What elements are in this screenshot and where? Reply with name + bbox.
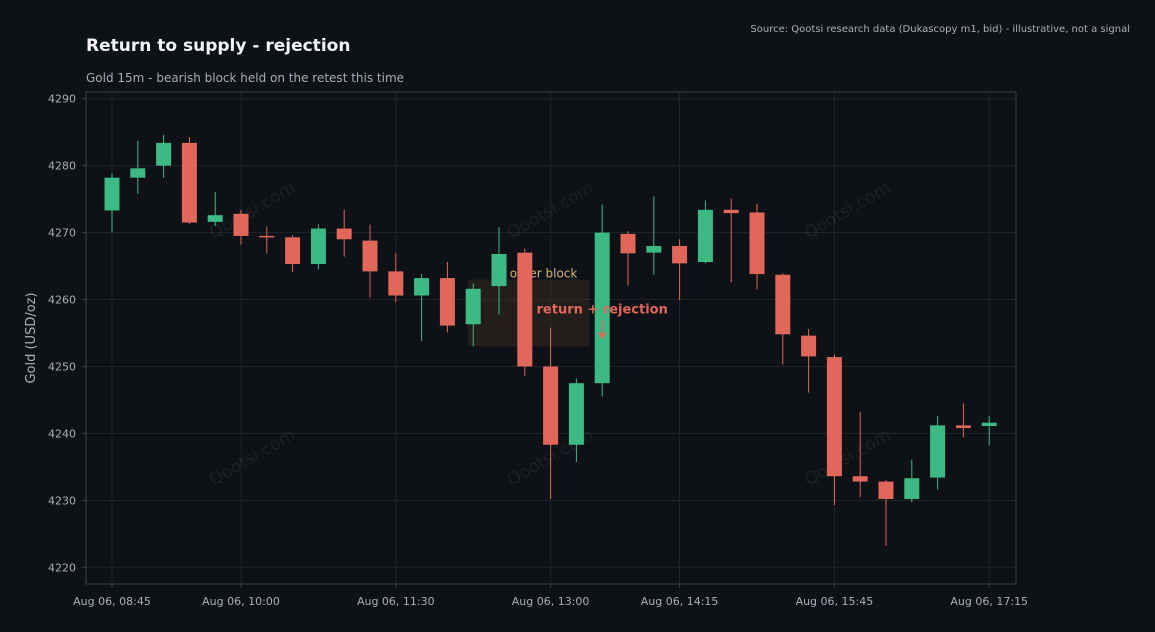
candle-body (697, 209, 713, 263)
candle-body (336, 228, 352, 240)
candle-body (594, 232, 610, 384)
candle (826, 354, 842, 506)
candle-body (620, 233, 636, 254)
candle (801, 328, 817, 393)
y-tick-label: 4250 (48, 360, 76, 373)
candle (723, 198, 739, 283)
candle-body (826, 357, 842, 477)
x-tick-label: Aug 06, 17:15 (950, 595, 1028, 608)
rejection-annotation: return + rejection (537, 303, 668, 318)
watermark-text: Qootsi.com (206, 178, 299, 243)
candle (285, 235, 301, 273)
candle (233, 209, 249, 245)
candle (156, 134, 172, 178)
candle (439, 262, 455, 333)
candle-body (310, 228, 326, 265)
candle (181, 136, 197, 224)
candle-body (465, 288, 481, 325)
candle-body (568, 383, 584, 445)
candles (104, 134, 997, 546)
candle-body (749, 212, 765, 275)
candle (517, 248, 533, 376)
candle (336, 209, 352, 257)
candle (130, 140, 146, 194)
source-note: Source: Qootsi research data (Dukascopy … (750, 24, 1130, 35)
candle (543, 327, 559, 499)
candle-body (181, 142, 197, 223)
candle-body (285, 237, 301, 265)
candle-body (723, 209, 739, 214)
candle-body (852, 476, 868, 482)
y-tick-label: 4270 (48, 227, 76, 240)
candle (878, 480, 894, 546)
candle-body (517, 252, 533, 367)
y-tick-label: 4280 (48, 160, 76, 173)
y-axis-label: Gold (USD/oz) (24, 292, 39, 383)
candle-body (878, 481, 894, 499)
chart-title: Return to supply - rejection (86, 36, 351, 56)
candle (465, 283, 481, 347)
x-tick-label: Aug 06, 15:45 (796, 595, 874, 608)
candle-body (104, 177, 120, 211)
candle (491, 227, 507, 315)
candle (697, 200, 713, 264)
candle (904, 459, 920, 503)
candle (749, 203, 765, 290)
candle (388, 253, 404, 303)
candle (775, 273, 791, 365)
y-tick-label: 4240 (48, 427, 76, 440)
candle (930, 415, 946, 490)
chart-subtitle: Gold 15m - bearish block held on the ret… (86, 71, 405, 85)
x-tick-label: Aug 06, 14:15 (641, 595, 719, 608)
candle (207, 191, 223, 226)
candle-body (491, 253, 507, 287)
y-tick-label: 4220 (48, 561, 76, 574)
candle (646, 196, 662, 275)
y-tick-label: 4260 (48, 294, 76, 307)
x-tick-label: Aug 06, 11:30 (357, 595, 435, 608)
candle-body (672, 245, 688, 264)
candle-body (981, 422, 997, 427)
candle-body (543, 366, 559, 445)
candle (981, 415, 997, 446)
candle-body (801, 335, 817, 357)
x-tick-label: Aug 06, 08:45 (73, 595, 151, 608)
annotations: return + rejection (537, 303, 668, 340)
candle (259, 226, 275, 254)
candle (414, 274, 430, 342)
candle-body (775, 274, 791, 335)
candle-body (156, 142, 172, 166)
candle (104, 173, 120, 233)
candle (362, 224, 378, 298)
candle-body (233, 213, 249, 236)
candle (955, 403, 971, 438)
y-tick-label: 4290 (48, 93, 76, 106)
candle (594, 204, 610, 397)
candle-body (130, 168, 146, 178)
candle (852, 411, 868, 497)
candle (568, 378, 584, 463)
candle-body (207, 215, 223, 222)
x-tick-label: Aug 06, 13:00 (512, 595, 590, 608)
watermark-text: Qootsi.com (801, 425, 894, 490)
candle-body (439, 278, 455, 326)
candle-body (362, 240, 378, 272)
candle-body (904, 478, 920, 499)
candle (672, 239, 688, 301)
candle-body (646, 245, 662, 253)
watermark-text: Qootsi.com (206, 425, 299, 490)
watermark-text: Qootsi.com (801, 178, 894, 243)
candle-body (930, 425, 946, 478)
candle-body (259, 235, 275, 238)
candle-body (414, 278, 430, 296)
candle (620, 231, 636, 286)
candle (310, 224, 326, 270)
axes: 4220 4230 4240 4250 4260 4270 4280 4290 Aug 06, … (48, 93, 1028, 608)
y-tick-label: 4230 (48, 494, 76, 507)
candle-body (955, 425, 971, 429)
candle-body (388, 271, 404, 296)
annotation-arrow-head (598, 332, 607, 340)
x-tick-label: Aug 06, 10:00 (202, 595, 280, 608)
